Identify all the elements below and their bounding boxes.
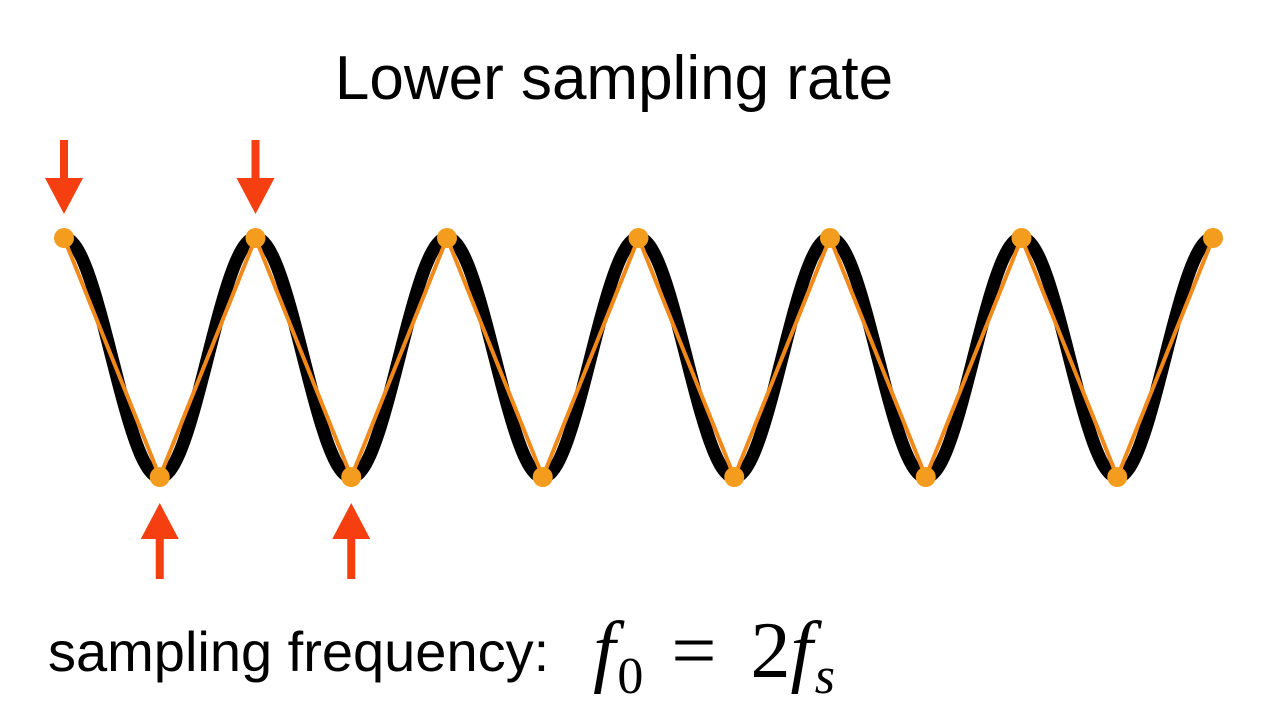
sample-point: [724, 467, 745, 487]
continuous-signal: [57, 231, 1219, 484]
arrow-up-icon: [332, 503, 371, 579]
sample-point: [820, 228, 840, 248]
sample-point: [915, 467, 936, 487]
sample-point: [341, 467, 362, 487]
sample-point: [532, 467, 553, 487]
sample-polyline: [62, 232, 1217, 483]
arrow-down-icon: [45, 140, 83, 214]
sample-point: [628, 228, 649, 248]
formula-fs-subscript: s: [814, 647, 835, 705]
sample-point: [54, 228, 74, 248]
arrow-head: [140, 503, 179, 539]
sample-point: [1107, 467, 1128, 487]
arrow-shaft: [155, 529, 164, 579]
arrow-head: [332, 503, 371, 539]
arrow-shaft: [347, 529, 356, 579]
sampled-reconstruction: [62, 232, 1217, 483]
sample-point: [437, 228, 457, 248]
sample-point: [1011, 228, 1032, 248]
sample-arrows: [45, 140, 371, 579]
diagram-title: Lower sampling rate: [334, 44, 894, 113]
sample-point: [149, 467, 170, 487]
formula-f0-base: f: [593, 606, 616, 695]
arrow-down-icon: [236, 140, 275, 214]
formula-fs-base: f: [790, 606, 813, 695]
arrow-head: [45, 178, 83, 214]
formula-equals: =: [671, 606, 717, 695]
signal-curve: [57, 231, 1219, 484]
arrow-shaft: [251, 140, 260, 188]
arrow-shaft: [60, 140, 68, 188]
sample-point: [245, 228, 266, 248]
sample-points: [54, 228, 1223, 487]
formula-f0-subscript: 0: [617, 647, 644, 705]
arrow-up-icon: [140, 503, 179, 579]
sample-point: [1203, 228, 1223, 248]
arrow-head: [236, 178, 275, 214]
sampling-frequency-label: sampling frequency:: [48, 619, 550, 683]
formula-coefficient: 2: [750, 606, 791, 695]
